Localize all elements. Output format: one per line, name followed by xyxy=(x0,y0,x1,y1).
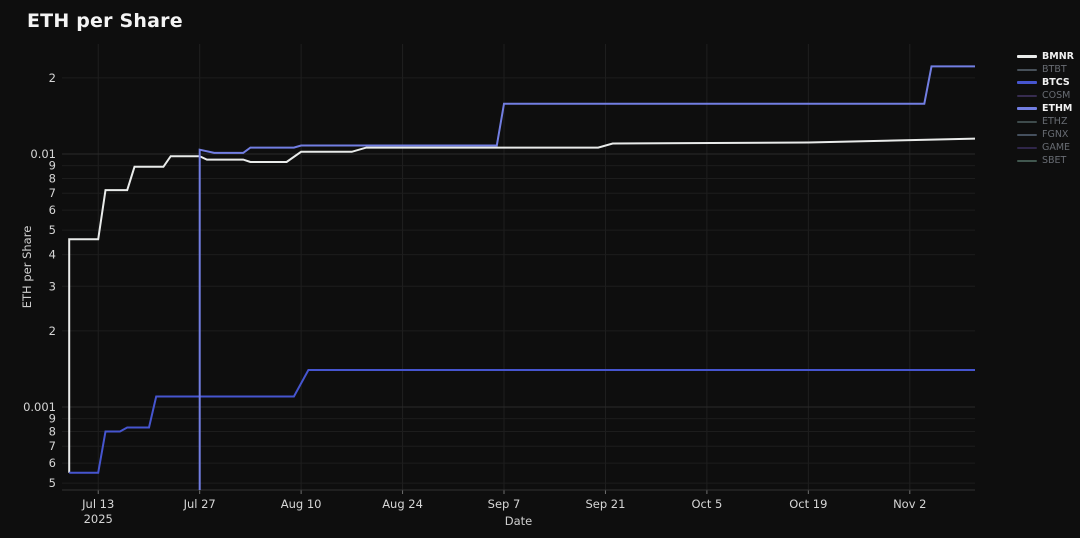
x-tick-label: Aug 10 xyxy=(281,497,322,511)
y-tick-label: 6 xyxy=(49,456,56,470)
legend-item-game[interactable]: GAME xyxy=(1017,141,1079,154)
y-tick-label: 6 xyxy=(49,203,56,217)
y-tick-label: 3 xyxy=(49,279,56,293)
x-tick-label: Jul 27 xyxy=(183,497,216,511)
y-tick-label: 9 xyxy=(49,159,56,173)
legend-swatch-cosm xyxy=(1017,94,1037,97)
legend-item-btcs[interactable]: BTCS xyxy=(1017,76,1079,89)
legend-label: BTCS xyxy=(1042,76,1070,88)
legend-swatch-btbt xyxy=(1017,68,1037,71)
legend-swatch-fgnx xyxy=(1017,133,1037,136)
legend-item-ethm[interactable]: ETHM xyxy=(1017,102,1079,115)
y-tick-label: 0.01 xyxy=(30,147,56,161)
y-tick-label: 4 xyxy=(49,248,56,262)
legend-swatch-game xyxy=(1017,146,1037,149)
x-tick-label: Oct 5 xyxy=(691,497,722,511)
y-tick-label: 0.001 xyxy=(23,400,56,414)
x-axis-title: Date xyxy=(505,514,533,528)
y-tick-label: 8 xyxy=(49,425,56,439)
x-tick-sublabel: 2025 xyxy=(84,512,113,526)
x-tick-label: Nov 2 xyxy=(893,497,926,511)
x-tick-label: Sep 7 xyxy=(488,497,521,511)
legend-label: FGNX xyxy=(1042,128,1069,140)
series-line-ethm xyxy=(198,65,975,490)
legend-swatch-ethm xyxy=(1017,107,1037,110)
legend-item-sbet[interactable]: SBET xyxy=(1017,154,1079,167)
legend-label: ETHM xyxy=(1042,102,1073,114)
y-tick-label: 5 xyxy=(49,476,56,490)
legend: BMNR BTBT BTCS COSM ETHM ETHZ FGNX GAME SBET xyxy=(1017,50,1079,167)
y-tick-label: 5 xyxy=(49,223,56,237)
series-line-bmnr xyxy=(68,137,975,473)
legend-swatch-bmnr xyxy=(1017,55,1037,58)
legend-item-cosm[interactable]: COSM xyxy=(1017,89,1079,102)
x-tick-label: Aug 24 xyxy=(382,497,423,511)
legend-label: SBET xyxy=(1042,154,1067,166)
legend-label: BMNR xyxy=(1042,50,1074,62)
legend-item-fgnx[interactable]: FGNX xyxy=(1017,128,1079,141)
legend-label: COSM xyxy=(1042,89,1071,101)
legend-swatch-ethz xyxy=(1017,120,1037,123)
legend-label: ETHZ xyxy=(1042,115,1068,127)
legend-item-bmnr[interactable]: BMNR xyxy=(1017,50,1079,63)
series-line-btcs xyxy=(69,369,975,474)
y-axis-title: ETH per Share xyxy=(20,226,34,309)
y-tick-label: 9 xyxy=(49,412,56,426)
legend-item-ethz[interactable]: ETHZ xyxy=(1017,115,1079,128)
y-tick-label: 7 xyxy=(49,439,56,453)
y-tick-label: 7 xyxy=(49,186,56,200)
legend-swatch-btcs xyxy=(1017,81,1037,84)
y-tick-label: 2 xyxy=(49,71,56,85)
legend-item-btbt[interactable]: BTBT xyxy=(1017,63,1079,76)
y-tick-label: 2 xyxy=(49,324,56,338)
legend-label: GAME xyxy=(1042,141,1071,153)
y-tick-label: 8 xyxy=(49,172,56,186)
x-tick-label: Oct 19 xyxy=(789,497,827,511)
legend-swatch-sbet xyxy=(1017,159,1037,162)
x-tick-label: Jul 13 xyxy=(81,497,114,511)
x-tick-label: Sep 21 xyxy=(585,497,625,511)
legend-label: BTBT xyxy=(1042,63,1067,75)
chart-title: ETH per Share xyxy=(27,10,183,32)
